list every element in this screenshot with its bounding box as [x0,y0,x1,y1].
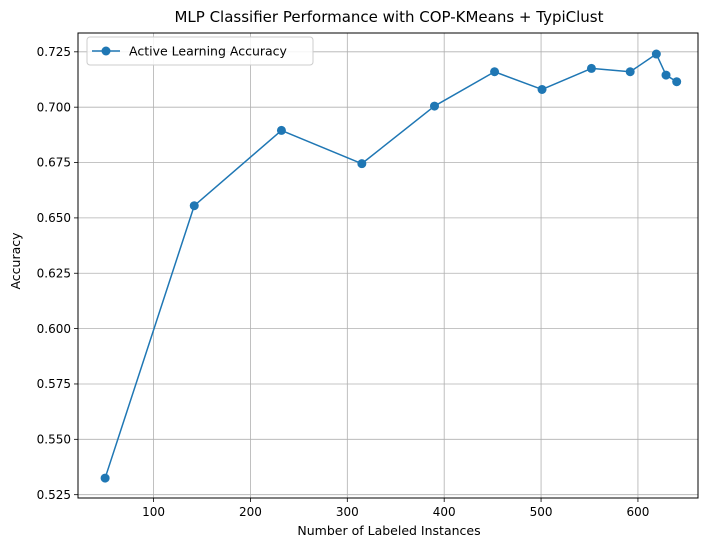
y-tick-label: 0.725 [37,45,71,59]
x-tick-label: 400 [433,505,456,519]
axis-ticks: 100 200 300 400 500 600 0.525 0.550 0.575 0.600 0.… [37,45,650,519]
grid [78,33,698,498]
y-axis-label: Accuracy [8,232,23,290]
y-tick-label: 0.650 [37,211,71,225]
x-axis-label: Number of Labeled Instances [297,523,480,538]
y-tick-label: 0.550 [37,433,71,447]
chart-title: MLP Classifier Performance with COP-KMea… [174,8,603,26]
data-point [625,67,635,77]
data-point [672,77,682,87]
x-tick-label: 600 [626,505,649,519]
data-point [276,125,286,135]
x-tick-label: 500 [530,505,553,519]
data-point [430,101,439,111]
legend-label: Active Learning Accuracy [129,44,288,59]
data-point [189,201,199,211]
data-point [586,63,596,73]
data-point [651,49,661,59]
y-tick-label: 0.525 [37,488,71,502]
x-tick-label: 300 [336,505,359,519]
y-tick-label: 0.700 [37,100,71,114]
x-tick-label: 200 [239,505,262,519]
data-point [100,473,110,483]
data-point [490,67,500,77]
data-point [661,70,671,80]
legend-box [86,36,314,66]
legend: Active Learning Accuracy [86,36,314,66]
x-tick-label: 100 [142,505,165,519]
data-point [537,84,547,94]
y-tick-label: 0.600 [37,322,71,336]
y-tick-label: 0.675 [37,156,71,170]
legend-marker [101,46,111,56]
plot-area-frame [77,32,699,499]
data-point [357,159,367,169]
y-tick-label: 0.625 [37,266,71,280]
y-tick-label: 0.575 [37,377,71,391]
series-layer [100,49,682,483]
